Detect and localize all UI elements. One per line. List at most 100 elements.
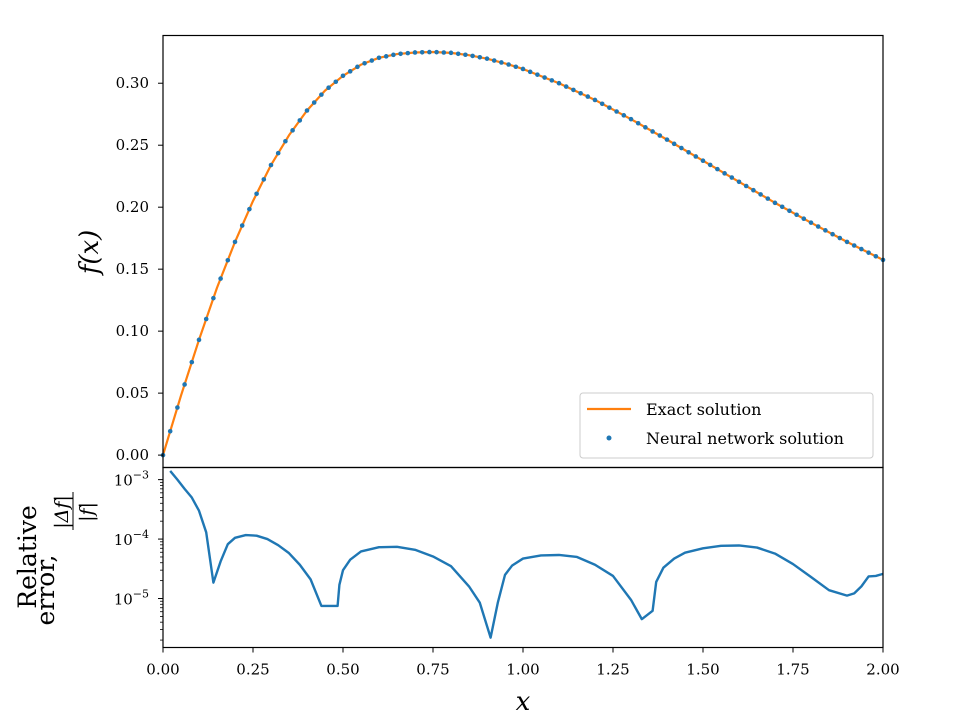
legend-box xyxy=(579,392,874,459)
nn-solution-point xyxy=(657,133,663,138)
legend-exact-label: Exact solution xyxy=(646,400,761,419)
nn-solution-point xyxy=(815,224,821,229)
nn-solution-point xyxy=(794,212,799,218)
legend-nn-marker-swatch xyxy=(606,435,612,441)
nn-solution-point xyxy=(830,231,835,237)
top-plot: 0.00 0.05 0.10 0.15 0.20 0.25 0.30 f(x) Exact … xyxy=(75,34,886,469)
nn-solution-point xyxy=(196,337,202,343)
nn-solution-point xyxy=(772,200,778,206)
nn-solution-point xyxy=(203,316,209,322)
bottom-y-label-relative: Relative xyxy=(13,505,42,608)
nn-solution-point xyxy=(823,228,828,233)
nn-solution-point xyxy=(722,171,727,176)
nn-solution-point xyxy=(412,50,418,55)
nn-solution-point xyxy=(801,216,807,222)
nn-solution-point xyxy=(743,183,749,189)
bottom-x-tick-label: 0.25 xyxy=(236,661,269,679)
nn-solution-point xyxy=(599,101,605,107)
nn-solution-point xyxy=(477,54,483,60)
bottom-series-group xyxy=(169,470,884,639)
nn-solution-point xyxy=(470,53,475,59)
bottom-x-tick-label: 1.75 xyxy=(776,661,809,679)
nn-solution-point xyxy=(355,64,360,70)
nn-solution-point xyxy=(362,60,367,66)
nn-solution-point xyxy=(578,90,583,96)
top-y-tick-label: 0.00 xyxy=(116,446,149,464)
top-y-tick-label: 0.05 xyxy=(116,384,149,402)
nn-solution-point xyxy=(326,85,331,90)
bottom-y-tick-label: 10−5 xyxy=(114,588,149,609)
nn-solution-point xyxy=(808,220,814,225)
nn-solution-point xyxy=(765,196,771,201)
bottom-y-label-denominator: |f| xyxy=(76,502,98,522)
bottom-x-tick-label: 1.00 xyxy=(506,661,539,679)
nn-solution-point xyxy=(635,120,641,126)
nn-solution-point xyxy=(290,128,295,133)
nn-solution-point xyxy=(549,78,555,83)
nn-solution-point xyxy=(686,149,691,155)
nn-solution-point xyxy=(866,250,871,255)
nn-solution-point xyxy=(383,54,389,59)
nn-solution-point xyxy=(182,382,187,387)
nn-solution-point xyxy=(693,154,699,159)
nn-solution-point xyxy=(751,187,756,193)
nn-solution-point xyxy=(398,51,403,57)
nn-solution-point xyxy=(621,113,627,118)
nn-solution-point xyxy=(434,49,439,55)
nn-solution-point xyxy=(211,295,216,301)
nn-solution-point xyxy=(520,66,526,72)
nn-solution-point xyxy=(527,69,533,75)
top-y-tick-label: 0.10 xyxy=(116,322,149,340)
nn-solution-point xyxy=(499,60,504,65)
nn-solution-point xyxy=(513,64,519,70)
nn-solution-point xyxy=(254,191,259,197)
top-series-group xyxy=(160,49,886,458)
nn-solution-point xyxy=(873,253,879,259)
top-y-tick-label: 0.15 xyxy=(116,260,149,278)
bottom-x-ticks: 0.00 0.25 0.50 0.75 1.00 1.25 1.50 1.75 2.00 xyxy=(146,647,900,679)
top-y-tick-label: 0.20 xyxy=(116,198,149,216)
nn-solution-point xyxy=(275,150,281,156)
nn-solution-point xyxy=(175,405,180,410)
bottom-y-tick-label: 10−3 xyxy=(114,469,149,490)
bottom-y-tick-label: 10−4 xyxy=(114,528,149,549)
bottom-x-tick-label: 0.00 xyxy=(146,661,179,679)
nn-solution-point xyxy=(700,158,706,163)
bottom-y-axis-label: Relative error, |Δf| |f| xyxy=(13,492,98,625)
bottom-x-tick-label: 1.25 xyxy=(596,661,629,679)
nn-solution-point xyxy=(167,429,173,434)
nn-solution-point xyxy=(376,55,382,61)
nn-solution-point xyxy=(232,239,238,245)
bottom-plot: 10−5 10−4 10−3 0.00 0.25 0.50 0.75 1.00 1.25 1.5… xyxy=(13,466,900,717)
nn-solution-point xyxy=(455,51,461,57)
bottom-y-label-numerator: |Δf| xyxy=(51,495,73,529)
nn-solution-point xyxy=(844,239,850,245)
nn-solution-point xyxy=(628,116,634,122)
bottom-y-ticks: 10−5 10−4 10−3 xyxy=(114,469,163,641)
bottom-x-tick-label: 2.00 xyxy=(866,661,899,679)
nn-solution-point xyxy=(391,52,396,58)
nn-solution-point xyxy=(506,62,511,67)
nn-solution-point xyxy=(707,162,713,168)
bottom-y-label-error: error, xyxy=(31,555,60,626)
nn-solution-point xyxy=(787,208,792,214)
nn-solution-point xyxy=(607,105,612,110)
nn-solution-point xyxy=(247,206,252,212)
bottom-x-tick-label: 0.50 xyxy=(326,661,359,679)
top-y-ticks: 0.00 0.05 0.10 0.15 0.20 0.25 0.30 xyxy=(116,74,163,464)
bottom-x-axis-label: x xyxy=(516,687,531,717)
nn-solution-point xyxy=(218,276,223,281)
nn-solution-point xyxy=(304,108,310,113)
nn-solution-point xyxy=(419,49,425,55)
top-y-tick-label: 0.25 xyxy=(116,136,149,154)
nn-solution-point xyxy=(333,79,339,85)
nn-solution-point xyxy=(585,94,591,99)
nn-solution-point xyxy=(859,246,864,252)
nn-solution-point xyxy=(347,69,353,74)
nn-solution-point xyxy=(758,192,763,197)
nn-solution-point xyxy=(556,80,562,86)
nn-solution-point xyxy=(297,118,303,123)
nn-solution-point xyxy=(319,92,324,97)
nn-solution-point xyxy=(679,145,684,151)
